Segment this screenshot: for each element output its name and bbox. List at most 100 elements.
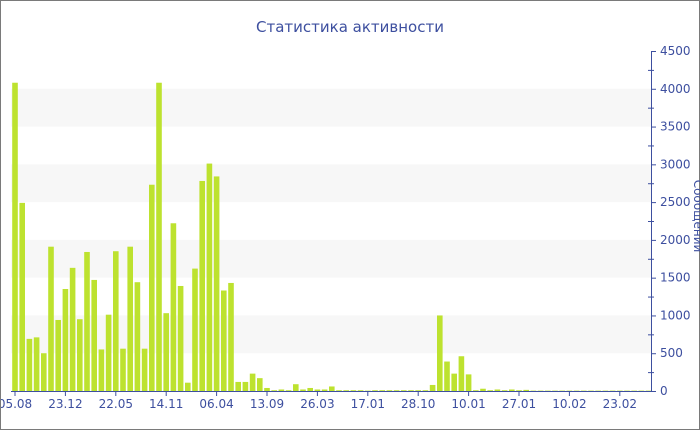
x-tick-label: 10.01	[451, 397, 485, 411]
bar	[113, 251, 119, 391]
bar	[379, 390, 385, 391]
y-tick-label: 3000	[660, 157, 691, 171]
bar	[192, 269, 198, 391]
bar	[451, 374, 457, 391]
bar	[120, 349, 126, 391]
y-tick-label: 0	[660, 384, 668, 398]
bar	[27, 339, 33, 391]
y-tick-label: 500	[660, 346, 683, 360]
bar	[207, 164, 213, 391]
bar	[495, 389, 501, 391]
bar	[221, 291, 227, 391]
bar	[48, 247, 54, 391]
grid-band	[11, 164, 651, 202]
grid-band	[11, 240, 651, 278]
bar	[473, 390, 479, 391]
grid-band	[11, 89, 651, 127]
x-tick-label: 05.08	[1, 397, 32, 411]
bar	[509, 389, 515, 391]
bar	[84, 252, 90, 391]
bar	[336, 390, 342, 391]
bar	[19, 203, 25, 391]
y-ticks: 0 500 1000 1500 2000 2500 3000 3500 4000 4500	[648, 44, 691, 398]
bar	[264, 388, 270, 391]
bar	[408, 390, 414, 391]
y-tick-label: 2000	[660, 233, 691, 247]
bar	[387, 390, 393, 391]
bar	[437, 315, 443, 391]
x-tick-label: 10.02	[552, 397, 586, 411]
bar	[135, 282, 141, 391]
bar	[487, 390, 493, 391]
bar	[423, 390, 429, 391]
x-tick-label: 26.03	[300, 397, 334, 411]
bar	[41, 353, 47, 391]
bar	[372, 390, 378, 391]
x-tick-label: 17.01	[351, 397, 385, 411]
bar	[199, 181, 205, 391]
bar	[415, 390, 421, 391]
bar	[394, 390, 400, 391]
x-tick-label: 14.11	[149, 397, 183, 411]
bar	[343, 390, 349, 391]
y-tick-label: 4500	[660, 44, 691, 58]
bar	[55, 320, 61, 391]
y-tick-label: 3500	[660, 120, 691, 134]
bar	[279, 389, 285, 391]
bar	[480, 389, 486, 391]
y-tick-label: 2500	[660, 195, 691, 209]
bar	[322, 389, 328, 391]
x-ticks: 05.08 23.12 22.05 14.11 06.04 13.09 26.03 17.01…	[1, 391, 637, 411]
bar	[12, 83, 18, 391]
bar	[106, 315, 112, 391]
x-tick-label: 22.05	[99, 397, 133, 411]
grid-bands	[11, 89, 651, 353]
bar	[70, 268, 76, 391]
bar	[444, 362, 450, 391]
y-tick-label: 1500	[660, 271, 691, 285]
bar	[516, 390, 522, 391]
chart-title: Статистика активности	[256, 18, 444, 36]
bar	[466, 374, 472, 391]
bar	[34, 337, 40, 391]
x-tick-label: 23.12	[48, 397, 82, 411]
bar	[250, 374, 256, 391]
bar	[185, 383, 191, 391]
bar	[430, 385, 436, 391]
bar	[235, 382, 241, 391]
bar	[178, 286, 184, 391]
bar	[99, 349, 105, 391]
bar	[329, 386, 335, 391]
bar	[351, 390, 357, 391]
bar	[228, 283, 234, 391]
bar	[502, 390, 508, 391]
bar	[156, 83, 162, 391]
bar	[523, 390, 529, 391]
bar	[243, 382, 249, 391]
bar	[257, 378, 263, 391]
bar	[401, 390, 407, 391]
bar	[307, 388, 313, 391]
x-tick-label: 23.02	[603, 397, 637, 411]
bar	[91, 280, 97, 391]
bar	[300, 389, 306, 391]
y-tick-label: 1000	[660, 308, 691, 322]
bar	[77, 319, 83, 391]
bar	[149, 185, 155, 391]
bar	[293, 384, 299, 391]
y-axis-label: Сообщений	[691, 180, 700, 253]
y-tick-label: 4000	[660, 82, 691, 96]
bar	[171, 223, 177, 391]
x-tick-label: 06.04	[199, 397, 233, 411]
bar	[286, 390, 292, 391]
bar	[459, 356, 465, 391]
bar	[214, 176, 220, 391]
bar	[127, 247, 133, 391]
bar	[163, 313, 169, 391]
bar	[63, 289, 69, 391]
x-tick-label: 28.10	[401, 397, 435, 411]
bar	[358, 390, 364, 391]
x-tick-label: 13.09	[250, 397, 284, 411]
x-tick-label: 27.01	[502, 397, 536, 411]
